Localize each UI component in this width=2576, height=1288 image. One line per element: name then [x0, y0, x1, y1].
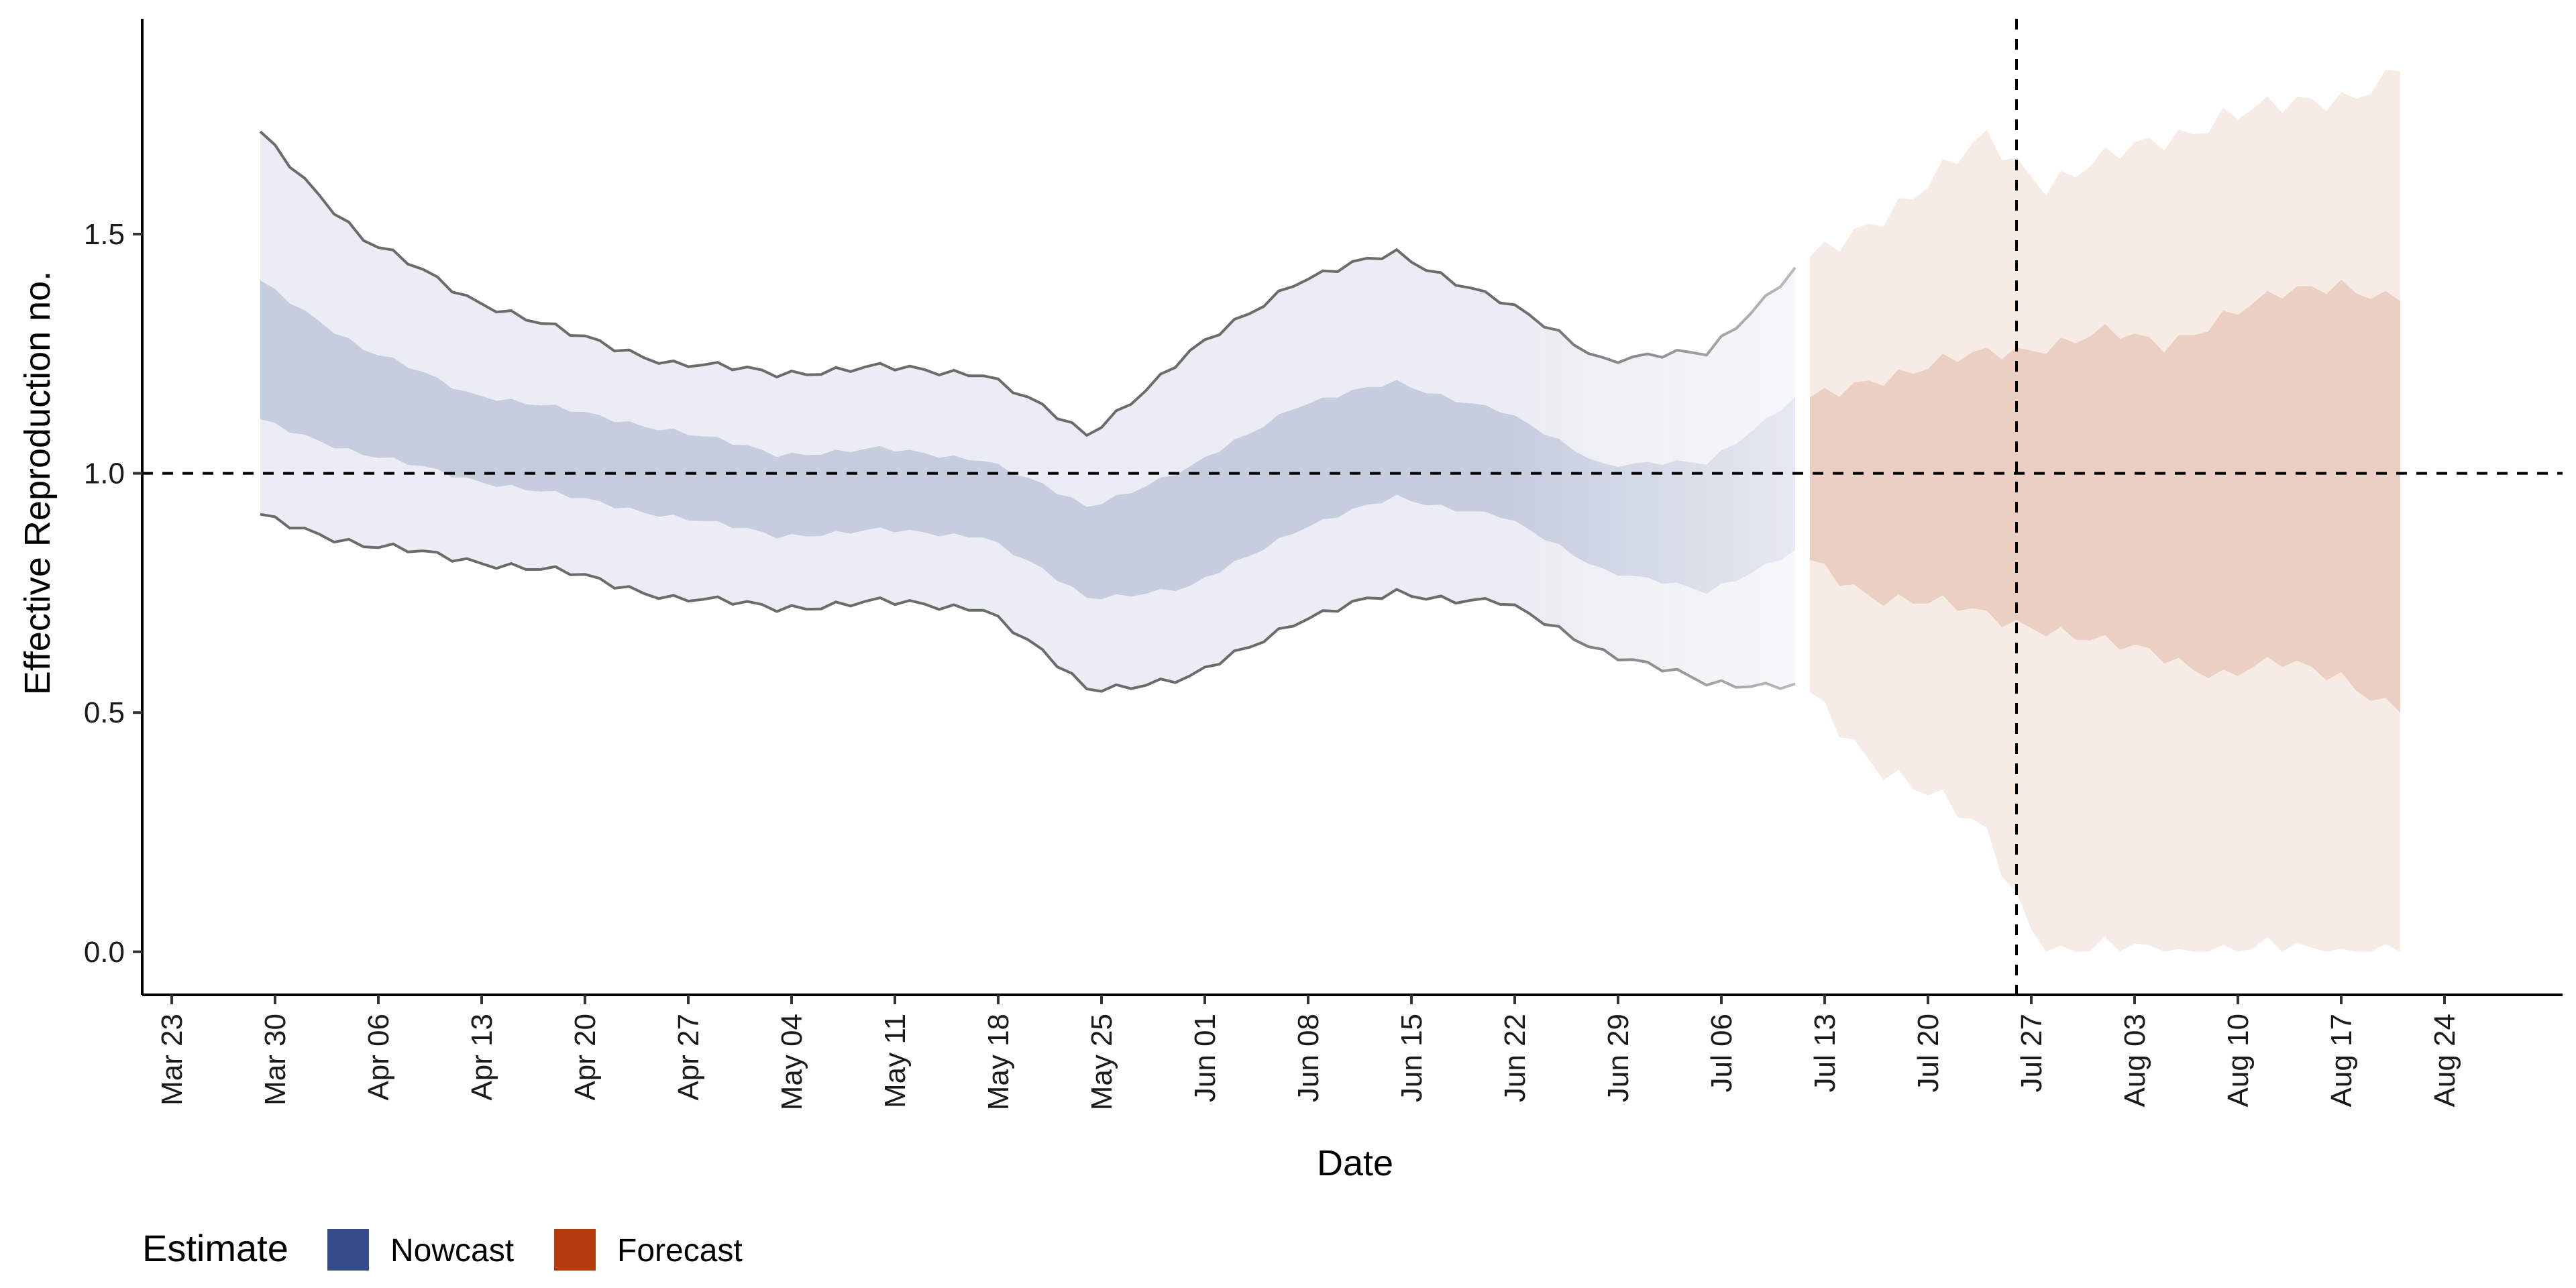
x-tick-label: Aug 24: [2428, 1014, 2461, 1107]
nowcast-line-group: [259, 130, 1796, 693]
x-tick-label: Aug 03: [2118, 1014, 2151, 1107]
y-axis-title: Effective Reproduction no.: [17, 271, 58, 695]
x-tick-label: Mar 23: [156, 1014, 189, 1106]
y-tick-label: 0.0: [84, 936, 125, 969]
lines-layer: [259, 130, 1796, 693]
x-tick-label: May 25: [1085, 1014, 1118, 1110]
x-tick-label: Mar 30: [259, 1014, 292, 1106]
x-tick-label: Jun 01: [1189, 1014, 1222, 1102]
x-tick-label: May 11: [879, 1014, 912, 1108]
x-tick-label: Jul 13: [1809, 1014, 1841, 1092]
nowcast-upper-line: [259, 130, 1796, 437]
x-tick-label: Apr 27: [672, 1014, 705, 1101]
legend-swatch-nowcast: [327, 1229, 369, 1271]
y-tick-label: 1.0: [84, 458, 125, 490]
x-tick-label: Apr 13: [466, 1014, 498, 1101]
legend-label-forecast: Forecast: [617, 1233, 743, 1269]
x-tick-label: Apr 20: [569, 1014, 602, 1101]
legend: Estimate Nowcast Forecast: [142, 1227, 743, 1271]
y-tick-label: 0.5: [84, 696, 125, 729]
x-tick-label: May 04: [775, 1014, 808, 1110]
bands-layer: [260, 70, 2400, 952]
legend-title: Estimate: [142, 1227, 288, 1269]
forecast-band-50: [1810, 279, 2400, 713]
nowcast-band-group: [260, 131, 1795, 692]
nowcast-band-90: [260, 131, 1795, 692]
legend-swatch-forecast: [554, 1229, 596, 1271]
reference-lines-layer: [142, 19, 2563, 995]
x-tick-label: Jun 29: [1602, 1014, 1635, 1102]
x-tick-label: Jun 15: [1395, 1014, 1428, 1102]
x-tick-label: Jul 06: [1705, 1014, 1738, 1092]
nowcast-lower-line: [260, 513, 1796, 693]
x-tick-label: May 18: [982, 1014, 1015, 1110]
x-tick-label: Jun 22: [1499, 1014, 1532, 1102]
x-tick-label: Jun 08: [1292, 1014, 1325, 1102]
nowcast-band-50: [260, 280, 1795, 600]
x-tick-label: Aug 10: [2222, 1014, 2255, 1107]
x-axis-title: Date: [1317, 1143, 1393, 1183]
axes-layer: 0.0 0.5 1.0 1.5 Mar 23 Mar 30 Apr 06 Apr 13 Apr …: [84, 19, 2563, 1110]
legend-label-nowcast: Nowcast: [390, 1233, 514, 1269]
x-tick-label: Aug 17: [2325, 1014, 2358, 1107]
x-tick-label: Jul 20: [1912, 1014, 1945, 1092]
y-tick-label: 1.5: [84, 218, 125, 251]
x-tick-label: Jul 27: [2015, 1014, 2048, 1092]
forecast-band-90: [1810, 70, 2400, 952]
x-tick-label: Apr 06: [362, 1014, 395, 1101]
